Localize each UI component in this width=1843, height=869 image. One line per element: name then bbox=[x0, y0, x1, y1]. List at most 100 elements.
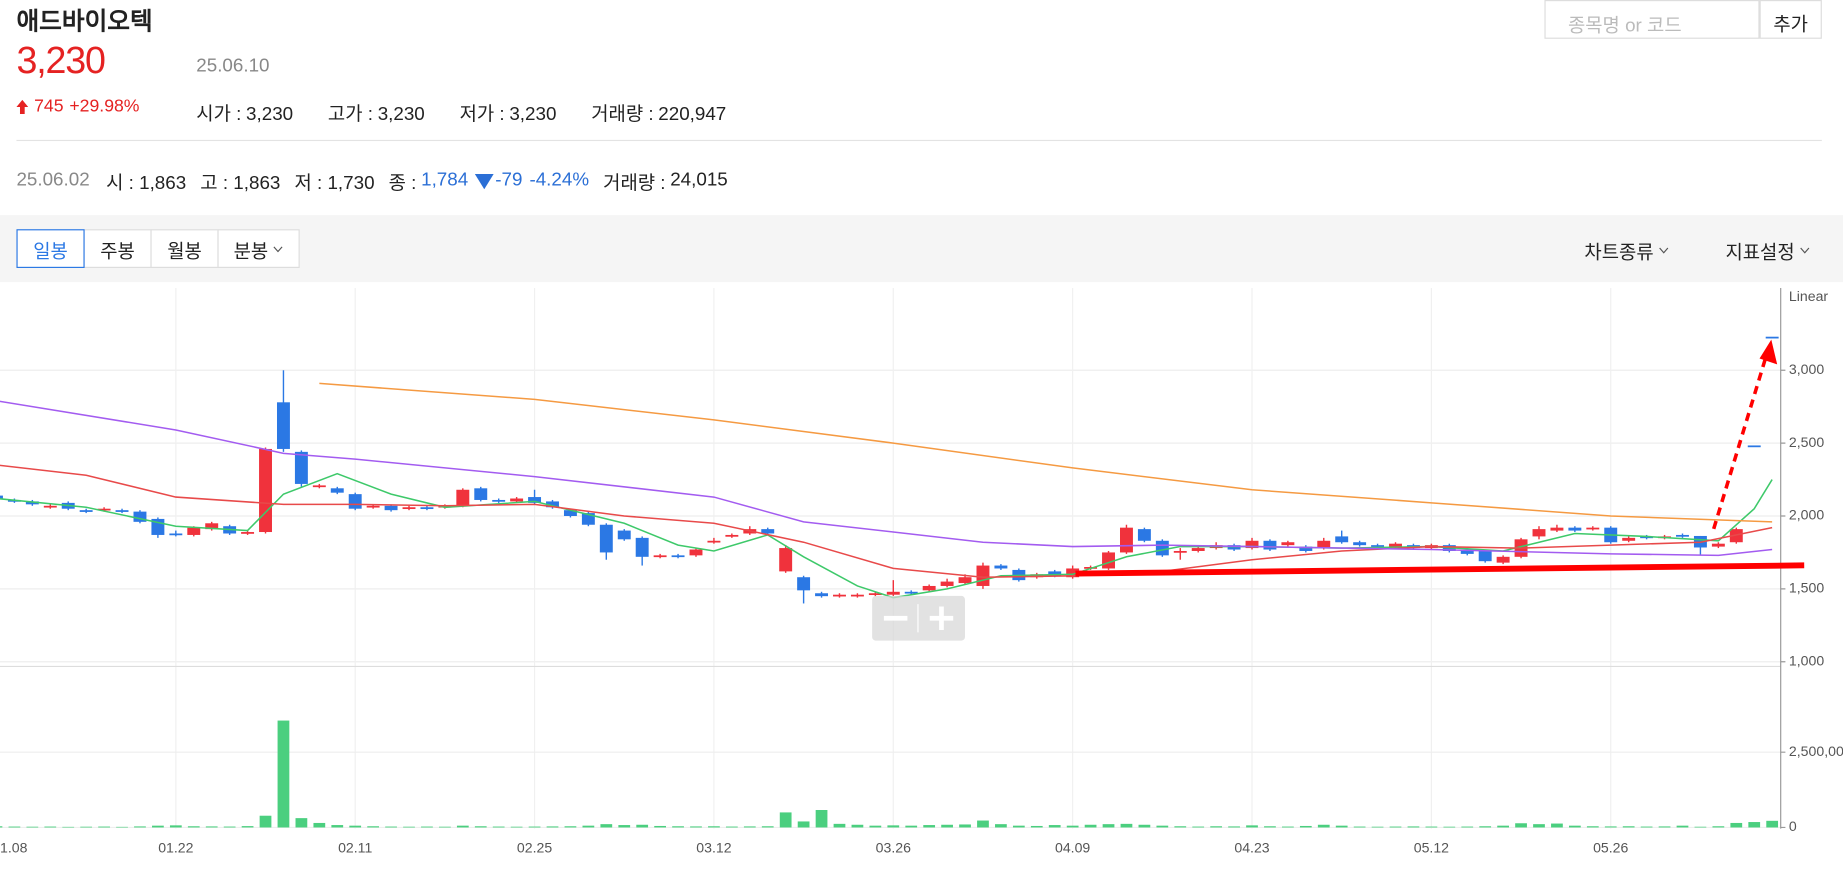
stat-value: 220,947 bbox=[658, 104, 727, 125]
volume-bar bbox=[1604, 826, 1617, 828]
volume-bar bbox=[995, 824, 1007, 828]
volume-bar bbox=[887, 825, 900, 828]
zoom-control[interactable] bbox=[872, 595, 965, 641]
hover-value: 1,730 bbox=[327, 173, 375, 194]
volume-bar bbox=[1586, 826, 1599, 828]
candle-body bbox=[976, 565, 990, 586]
candle-body bbox=[940, 581, 954, 586]
candle-body bbox=[1119, 527, 1133, 553]
volume-bar bbox=[1066, 825, 1079, 828]
volume-bar bbox=[1425, 826, 1438, 828]
volume-bar bbox=[26, 826, 39, 828]
volume-bar bbox=[1138, 824, 1151, 828]
volume-bar bbox=[708, 826, 720, 828]
candle-body bbox=[1281, 542, 1295, 546]
candle-body bbox=[1317, 540, 1331, 549]
candle-body bbox=[815, 593, 829, 597]
change-amount: 745 bbox=[34, 96, 64, 117]
indicator-button[interactable]: 지표설정 bbox=[1725, 236, 1810, 264]
stat-high: 고가 :3,230 bbox=[328, 98, 425, 126]
volume-bar bbox=[1676, 825, 1689, 828]
volume-bar bbox=[1497, 825, 1509, 828]
candle-body bbox=[1173, 550, 1187, 553]
x-tick-label: 05.26 bbox=[1593, 839, 1628, 855]
volume-bar bbox=[1228, 826, 1240, 828]
hover-date: 25.06.02 bbox=[16, 170, 90, 191]
candle-body bbox=[994, 565, 1008, 569]
annotations bbox=[872, 339, 1805, 641]
candle-body bbox=[259, 448, 272, 533]
add-button[interactable]: 추가 bbox=[1759, 0, 1822, 39]
candle-body bbox=[312, 485, 326, 488]
chart-area: Linear 1,000 1,500 2,000 2,500 3,000 1.08 01.2… bbox=[0, 287, 1843, 855]
candle-body bbox=[330, 488, 344, 493]
volume-bar bbox=[331, 825, 344, 828]
volume-bar bbox=[1533, 824, 1545, 828]
volume-bar bbox=[1317, 824, 1330, 828]
volume-bar bbox=[98, 826, 110, 828]
volume-bar bbox=[654, 825, 666, 828]
candle-body bbox=[366, 505, 380, 508]
candle-body bbox=[653, 555, 667, 558]
candle-body bbox=[169, 533, 183, 536]
volume-bar bbox=[1353, 826, 1366, 828]
chevron-icon bbox=[273, 245, 283, 252]
period-tab[interactable]: 주봉 bbox=[83, 229, 152, 268]
stat-label: 시가 : bbox=[196, 104, 242, 125]
period-tab[interactable]: 일봉 bbox=[16, 229, 85, 268]
candle-body bbox=[1335, 536, 1349, 543]
volume-bar bbox=[1084, 824, 1097, 828]
search-input[interactable]: 종목명 or 코드 bbox=[1544, 0, 1760, 39]
current-price: 3,230 bbox=[16, 38, 105, 82]
hover-change-pct: -4.24% bbox=[529, 170, 590, 191]
chart-type-button[interactable]: 차트종류 bbox=[1584, 236, 1669, 264]
candle-body bbox=[1353, 542, 1367, 546]
volume-bar bbox=[1030, 825, 1043, 828]
candle-body bbox=[707, 540, 721, 543]
price-change: 745 +29.98% bbox=[16, 96, 139, 116]
toolbar: 일봉 주봉 월봉 분봉 차트종류 지표설정 bbox=[0, 215, 1843, 283]
divider bbox=[16, 139, 1822, 142]
x-tick-label: 01.22 bbox=[158, 839, 193, 855]
volume-bar bbox=[1012, 825, 1025, 828]
price-date: 25.06.10 bbox=[196, 56, 270, 77]
stock-name: 애드바이오텍 bbox=[16, 8, 153, 36]
volume-bar bbox=[851, 824, 864, 828]
volume-bar bbox=[421, 826, 433, 828]
volume-bar bbox=[205, 826, 218, 828]
candle-body bbox=[1048, 571, 1062, 576]
volume-bar bbox=[1299, 825, 1312, 828]
volume-bar bbox=[905, 825, 918, 828]
volume-bar bbox=[1515, 823, 1527, 828]
zoom-in-icon[interactable] bbox=[939, 606, 944, 631]
hover-label: 저 : bbox=[294, 173, 323, 194]
period-tab[interactable]: 월봉 bbox=[150, 229, 219, 268]
volume-bar bbox=[187, 826, 200, 828]
moving-average-line bbox=[0, 464, 1773, 578]
candle-body bbox=[599, 524, 613, 553]
volume-bar bbox=[725, 826, 738, 828]
candle-body bbox=[79, 510, 93, 512]
candle-body bbox=[1191, 548, 1205, 551]
stat-value: 3,230 bbox=[509, 104, 557, 125]
volume-bar bbox=[1407, 826, 1420, 828]
y-tick-label: 0 bbox=[1789, 818, 1797, 834]
candle-body bbox=[1227, 545, 1241, 550]
button-label: 차트종류 bbox=[1584, 243, 1654, 264]
candle-body bbox=[1622, 537, 1636, 541]
period-tab[interactable]: 분봉 bbox=[217, 229, 300, 268]
volume-bar bbox=[241, 826, 254, 828]
hover-low: 저 : 1,730 bbox=[294, 167, 374, 195]
volume-bar bbox=[743, 826, 756, 828]
volume-bar bbox=[1371, 826, 1384, 828]
volume-bar bbox=[1335, 825, 1348, 828]
volume-bar bbox=[1120, 823, 1133, 828]
candle-body bbox=[546, 501, 559, 508]
candle-body bbox=[1460, 549, 1474, 554]
volume-bar bbox=[1048, 825, 1061, 828]
chevron-icon bbox=[1800, 247, 1810, 254]
zoom-out-icon[interactable] bbox=[883, 615, 908, 621]
volume-bar bbox=[1568, 825, 1581, 828]
volume-bar bbox=[1192, 826, 1205, 828]
candle-body bbox=[671, 555, 685, 558]
